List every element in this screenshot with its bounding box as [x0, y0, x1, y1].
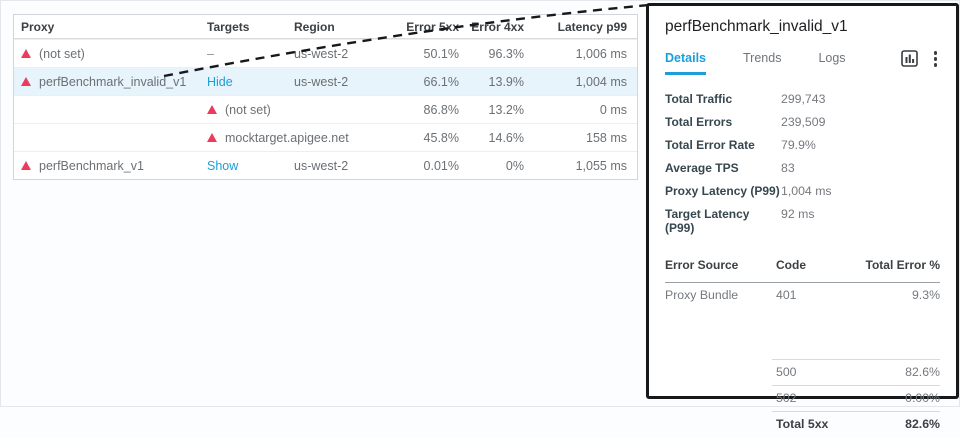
metric-total-errors: Total Errors 239,509 — [665, 114, 826, 129]
alert-triangle-icon — [21, 49, 31, 58]
column-header-code: Code — [776, 257, 806, 272]
error-row-500: 500 82.6% — [665, 360, 940, 385]
error5xx-value: 86.8% — [423, 102, 459, 117]
error-code: 502 — [776, 391, 797, 405]
alert-triangle-icon — [207, 105, 217, 114]
metrics-list: Total Traffic 299,743 Total Errors 239,5… — [665, 92, 940, 235]
tab-details[interactable]: Details — [665, 51, 706, 75]
proxy-metrics-table: Proxy Targets Region Error 5xx Error 4xx… — [13, 14, 638, 180]
panel-tabs: Details Trends Logs — [665, 50, 940, 76]
error-pct: 9.3% — [911, 288, 940, 302]
error4xx-value: 14.6% — [488, 130, 524, 145]
table-row-perfbenchmark-v1[interactable]: perfBenchmark_v1 Show us-west-2 0.01% 0%… — [14, 151, 637, 179]
error5xx-value: 0.01% — [423, 158, 459, 173]
target-name: (not set) — [225, 102, 271, 117]
error-pct: 0.00% — [905, 391, 940, 405]
region-value: us-west-2 — [294, 158, 349, 173]
latency-value: 1,004 ms — [575, 74, 627, 89]
tab-trends[interactable]: Trends — [743, 50, 782, 65]
hide-targets-link[interactable]: Hide — [207, 74, 233, 89]
error-row-proxy-bundle-401: Proxy Bundle 401 9.3% — [665, 283, 940, 308]
column-header-total-error-pct: Total Error % — [865, 257, 940, 272]
error-code: Total 5xx — [776, 417, 829, 431]
error-code: 500 — [776, 365, 797, 379]
error-row-502: 502 0.00% — [665, 386, 940, 411]
column-header-error5xx: Error 5xx — [406, 19, 459, 34]
proxy-name: (not set) — [39, 46, 85, 61]
error-source: Proxy Bundle — [665, 288, 739, 302]
column-header-targets: Targets — [207, 19, 250, 34]
divider — [772, 384, 940, 386]
latency-value: 1,055 ms — [575, 158, 627, 173]
column-header-error-source: Error Source — [665, 257, 739, 272]
region-value: us-west-2 — [294, 74, 349, 89]
error-row-total-5xx: Total 5xx 82.6% — [665, 412, 940, 437]
latency-value: 0 ms — [599, 102, 627, 117]
proxy-name: perfBenchmark_v1 — [39, 158, 144, 173]
table-row-target-mocktarget[interactable]: mocktarget.apigee.net 45.8% 14.6% 158 ms — [14, 123, 637, 151]
targets-value: – — [207, 46, 214, 61]
error-pct: 82.6% — [905, 365, 940, 379]
target-name: mocktarget.apigee.net — [225, 130, 349, 145]
column-header-region: Region — [294, 19, 335, 34]
spacer — [665, 308, 940, 359]
error4xx-value: 0% — [505, 158, 524, 173]
divider — [665, 281, 940, 283]
proxy-name: perfBenchmark_invalid_v1 — [39, 74, 187, 89]
tab-logs[interactable]: Logs — [818, 50, 846, 65]
latency-value: 158 ms — [586, 130, 627, 145]
metric-average-tps: Average TPS 83 — [665, 160, 795, 175]
latency-value: 1,006 ms — [575, 46, 627, 61]
alert-triangle-icon — [21, 161, 31, 170]
error-pct: 82.6% — [905, 417, 940, 431]
error4xx-value: 96.3% — [488, 46, 524, 61]
error4xx-value: 13.2% — [488, 102, 524, 117]
show-targets-link[interactable]: Show — [207, 158, 239, 173]
kebab-menu-icon[interactable] — [931, 50, 941, 68]
error5xx-value: 66.1% — [423, 74, 459, 89]
column-header-error4xx: Error 4xx — [471, 19, 524, 34]
table-row-proxy-not-set[interactable]: (not set) – us-west-2 50.1% 96.3% 1,006 … — [14, 39, 637, 67]
panel-title: perfBenchmark_invalid_v1 — [665, 18, 848, 35]
divider — [772, 358, 940, 360]
error-table-header: Error Source Code Total Error % — [665, 254, 940, 276]
bar-chart-icon[interactable] — [900, 50, 918, 68]
table-row-perfbenchmark-invalid-v1[interactable]: perfBenchmark_invalid_v1 Hide us-west-2 … — [14, 67, 637, 95]
metric-total-traffic: Total Traffic 299,743 — [665, 91, 826, 106]
proxy-table-header: Proxy Targets Region Error 5xx Error 4xx… — [14, 15, 637, 39]
alert-triangle-icon — [21, 77, 31, 86]
column-header-proxy: Proxy — [21, 19, 55, 34]
error-code: 401 — [776, 288, 797, 302]
error5xx-value: 45.8% — [423, 130, 459, 145]
region-value: us-west-2 — [294, 46, 349, 61]
metric-target-latency: Target Latency (P99) 92 ms — [665, 206, 815, 235]
column-header-latency-p99: Latency p99 — [557, 19, 627, 34]
metric-proxy-latency: Proxy Latency (P99) 1,004 ms — [665, 183, 832, 198]
error-source-table: Error Source Code Total Error % Proxy Bu… — [665, 254, 940, 437]
metric-total-error-rate: Total Error Rate 79.9% — [665, 137, 816, 152]
error4xx-value: 13.9% — [488, 74, 524, 89]
table-row-target-not-set[interactable]: (not set) 86.8% 13.2% 0 ms — [14, 95, 637, 123]
proxy-detail-panel: perfBenchmark_invalid_v1 Details Trends … — [646, 3, 959, 431]
error5xx-value: 50.1% — [423, 46, 459, 61]
alert-triangle-icon — [207, 133, 217, 142]
